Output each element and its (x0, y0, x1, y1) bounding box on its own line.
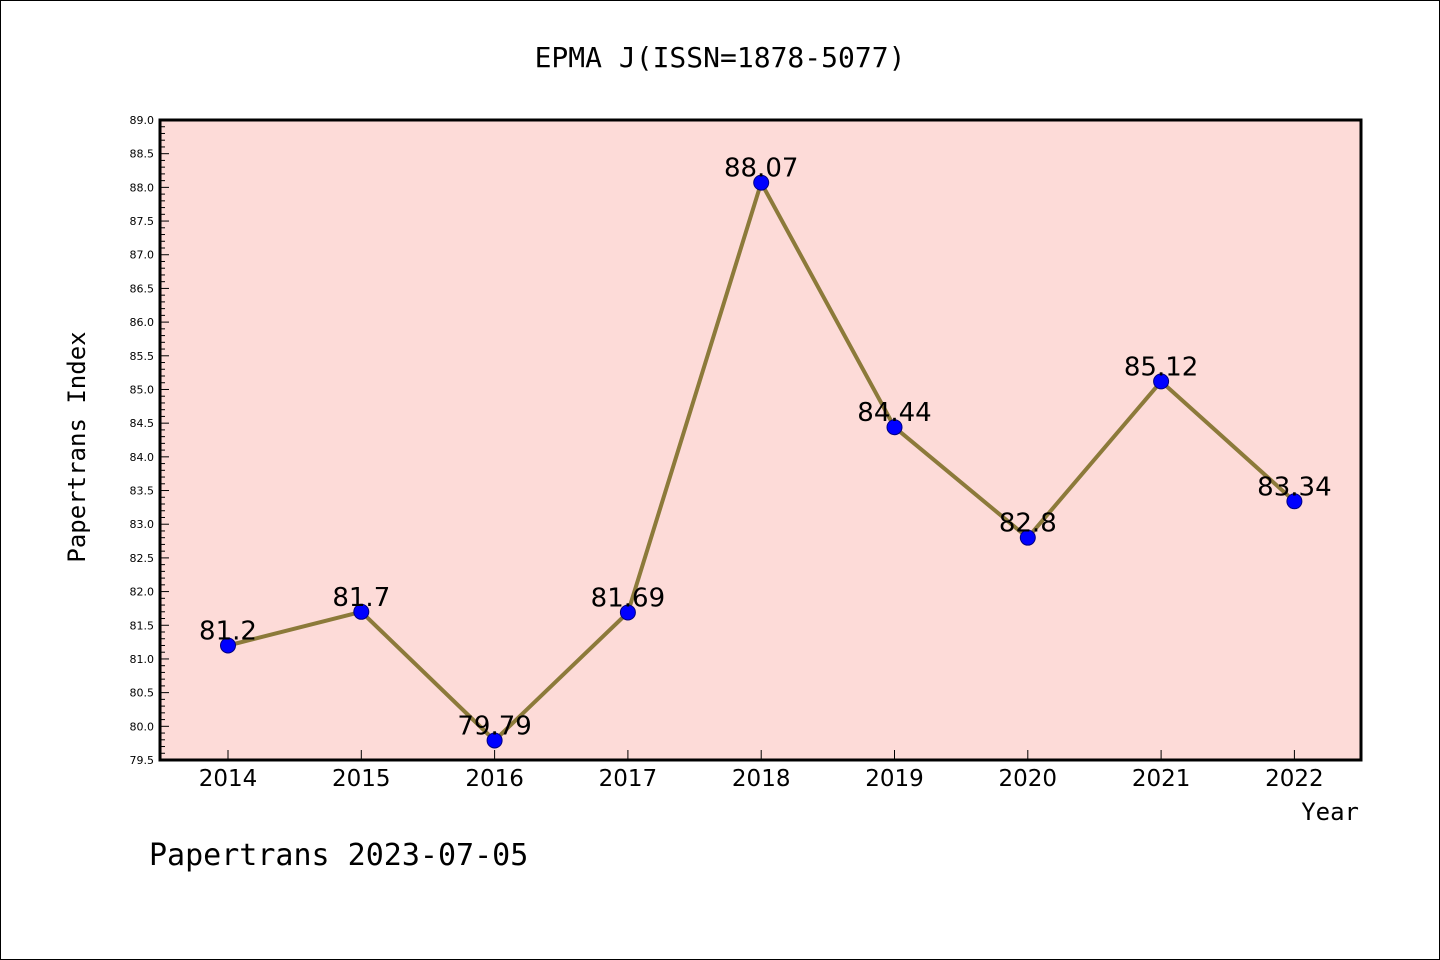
y-tick-label: 79.5 (130, 754, 155, 767)
y-tick-label: 84.0 (130, 451, 155, 464)
data-label: 81.7 (332, 583, 390, 613)
y-tick-label: 88.5 (130, 148, 155, 161)
x-tick-label: 2016 (465, 766, 524, 792)
y-tick-label: 83.5 (130, 485, 155, 498)
data-label: 85.12 (1124, 352, 1198, 382)
y-tick-label: 86.0 (130, 316, 155, 329)
data-point (1019, 529, 1036, 546)
data-point (353, 603, 370, 620)
y-tick-label: 83.0 (130, 518, 155, 531)
data-point (886, 419, 903, 436)
y-tick-label: 80.5 (130, 687, 155, 700)
y-tick-label: 85.0 (130, 383, 155, 396)
x-tick-label: 2018 (732, 766, 791, 792)
data-label: 82.8 (999, 509, 1057, 539)
y-tick-label: 86.5 (130, 282, 155, 295)
y-tick-label: 88.0 (130, 181, 155, 194)
data-label: 79.79 (457, 711, 531, 741)
y-tick-label: 81.0 (130, 653, 155, 666)
data-point (1286, 493, 1303, 510)
x-tick-label: 2017 (599, 766, 658, 792)
y-axis: 79.5 80.0 80.5 81.0 81.5 82.0 82.5 83.0 83.5 84.0… (130, 114, 169, 767)
data-label: 81.2 (199, 616, 257, 646)
x-tick-label: 2022 (1265, 766, 1324, 792)
data-label: 88.07 (724, 154, 798, 184)
y-tick-label: 82.5 (130, 552, 155, 565)
x-tick-label: 2014 (199, 766, 258, 792)
data-point (486, 732, 503, 749)
x-tick-label: 2015 (332, 766, 391, 792)
data-point (619, 604, 636, 621)
y-tick-label: 85.5 (130, 350, 155, 363)
data-point (220, 637, 236, 654)
x-tick-label: 2021 (1132, 766, 1191, 792)
y-tick-label: 84.5 (130, 417, 155, 430)
y-tick-label: 82.0 (130, 586, 155, 599)
chart-title: EPMA J(ISSN=1878-5077) (535, 41, 906, 74)
x-axis: 2014 2015 2016 2017 2018 2019 2020 2021 2022 (199, 750, 1324, 792)
data-label: 81.69 (591, 583, 665, 613)
x-tick-label: 2020 (999, 766, 1058, 792)
y-tick-label: 80.0 (130, 720, 155, 733)
footer-date-label: Papertrans 2023-07-05 (149, 838, 528, 873)
data-label: 83.34 (1257, 472, 1331, 502)
data-point (1153, 373, 1170, 390)
plot-area (160, 120, 1361, 760)
x-tick-label: 2019 (865, 766, 924, 792)
marker-layer (220, 174, 1303, 749)
data-label: 84.44 (857, 398, 931, 428)
y-tick-label: 87.5 (130, 215, 155, 228)
x-axis-title: Year (1301, 798, 1359, 826)
data-point (753, 174, 770, 191)
y-tick-label: 89.0 (130, 114, 155, 127)
y-tick-label: 81.5 (130, 619, 155, 632)
y-tick-label: 87.0 (130, 249, 155, 262)
y-axis-title: Papertrans Index (63, 331, 91, 562)
plot-frame (158, 118, 1363, 762)
data-label-layer: 81.2 81.7 79.79 81.69 88.07 84.44 82.8 85.12 83.… (199, 154, 1332, 742)
